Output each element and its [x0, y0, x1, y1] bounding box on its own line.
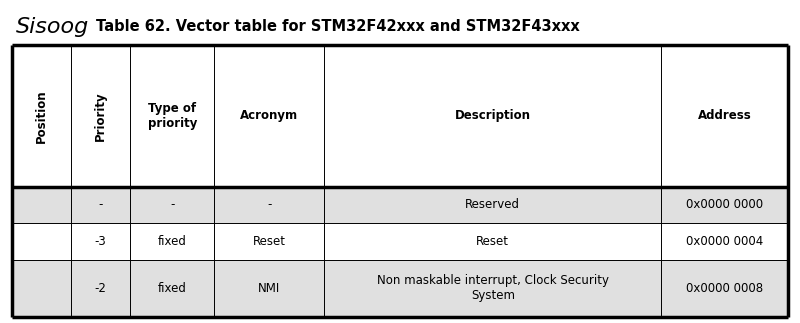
Bar: [12, 186, 71, 223]
Text: fixed: fixed: [158, 282, 186, 295]
Text: fixed: fixed: [158, 235, 186, 248]
Text: -: -: [98, 198, 102, 211]
Bar: [214, 223, 324, 260]
Text: 0x0000 0004: 0x0000 0004: [686, 235, 763, 248]
Bar: [324, 223, 662, 260]
Text: Reset: Reset: [253, 235, 286, 248]
Text: Sisoog: Sisoog: [16, 17, 90, 36]
Bar: [324, 45, 662, 186]
Bar: [662, 186, 788, 223]
Bar: [214, 45, 324, 186]
Bar: [214, 260, 324, 317]
Text: Position: Position: [35, 89, 48, 143]
Text: Table 62. Vector table for STM32F42xxx and STM32F43xxx: Table 62. Vector table for STM32F42xxx a…: [96, 19, 580, 34]
Bar: [130, 223, 214, 260]
Text: -: -: [267, 198, 271, 211]
Text: Type of
priority: Type of priority: [147, 102, 197, 130]
Text: Reserved: Reserved: [466, 198, 520, 211]
Bar: [214, 186, 324, 223]
Text: -: -: [170, 198, 174, 211]
Text: 0x0000 0000: 0x0000 0000: [686, 198, 763, 211]
Bar: [130, 186, 214, 223]
Bar: [71, 223, 130, 260]
Bar: [324, 186, 662, 223]
Bar: [12, 223, 71, 260]
Bar: [71, 186, 130, 223]
Bar: [130, 260, 214, 317]
Bar: [12, 260, 71, 317]
Text: Reset: Reset: [476, 235, 510, 248]
Bar: [662, 45, 788, 186]
Text: NMI: NMI: [258, 282, 280, 295]
Text: 0x0000 0008: 0x0000 0008: [686, 282, 763, 295]
Bar: [130, 45, 214, 186]
Bar: [71, 260, 130, 317]
Bar: [71, 45, 130, 186]
Bar: [324, 260, 662, 317]
Text: Address: Address: [698, 109, 752, 122]
Bar: [12, 45, 71, 186]
Bar: [12, 8, 788, 45]
Text: -3: -3: [94, 235, 106, 248]
Text: Priority: Priority: [94, 91, 107, 141]
Text: Non maskable interrupt, Clock Security
System: Non maskable interrupt, Clock Security S…: [377, 274, 609, 302]
Bar: [662, 260, 788, 317]
Bar: [662, 223, 788, 260]
Text: Acronym: Acronym: [240, 109, 298, 122]
Text: -2: -2: [94, 282, 106, 295]
Text: Description: Description: [454, 109, 530, 122]
